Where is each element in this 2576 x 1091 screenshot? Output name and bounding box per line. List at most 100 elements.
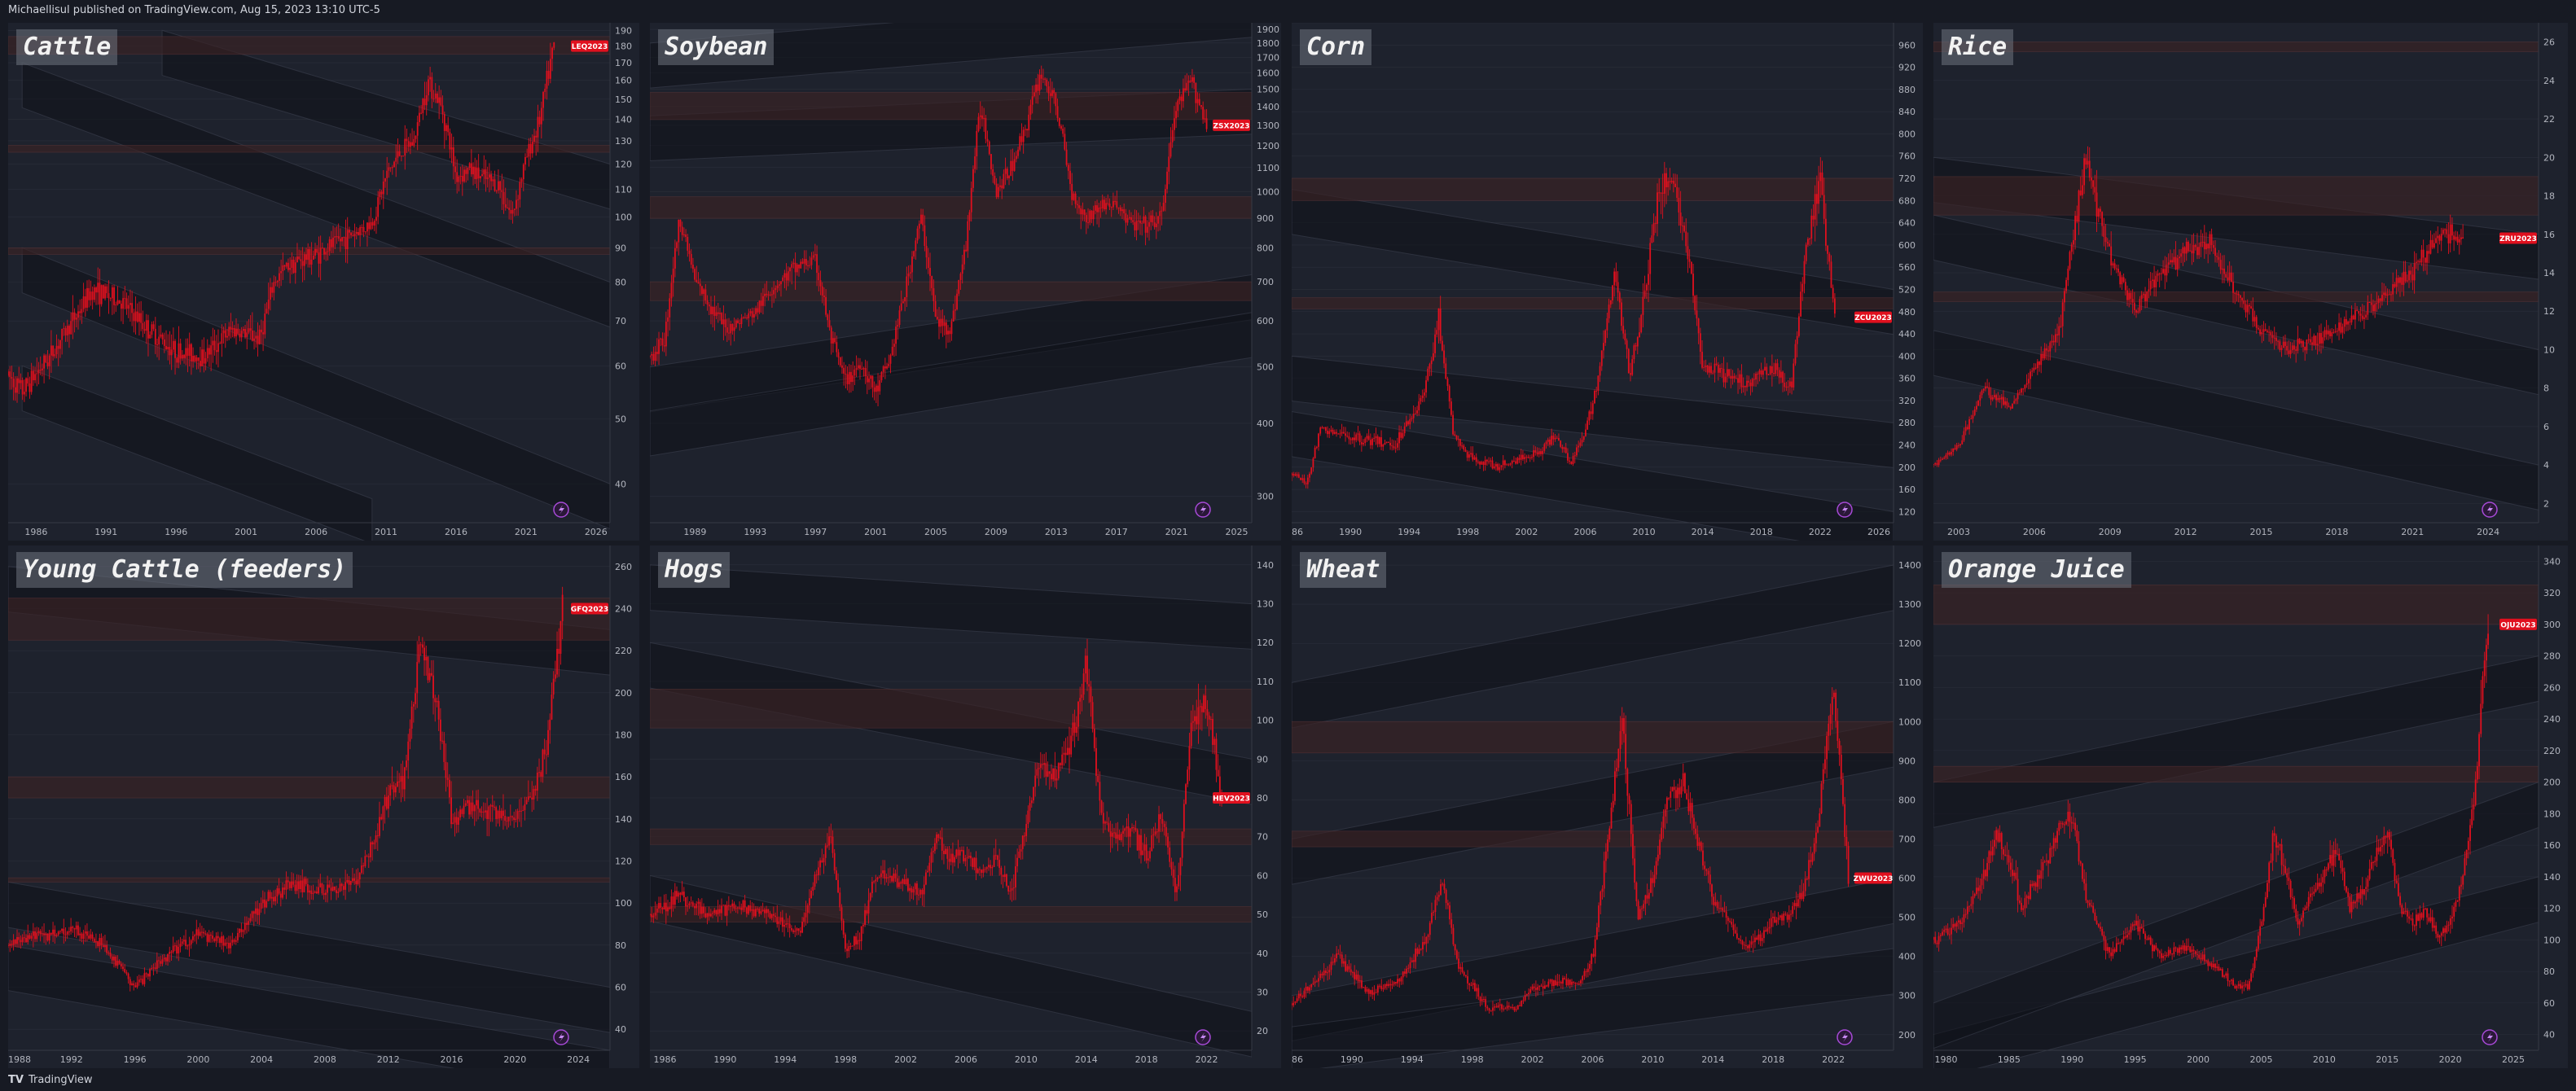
x-axis[interactable]: 86 1990 1994 1998 2002 2006 2010 2014 2018 2022 20… [1292, 522, 1894, 537]
price-zone[interactable] [650, 828, 1253, 845]
lightning-icon[interactable] [1837, 1029, 1853, 1045]
chart-panel-cattle[interactable]: 40 50 60 70 80 90 100 110 120 130 140 150 160 170 180 1… [8, 23, 639, 541]
candle-body [1366, 989, 1368, 992]
trend-channel[interactable] [21, 365, 373, 541]
lightning-icon[interactable] [2482, 502, 2498, 518]
chart-svg-orange-juice[interactable]: 4060801001201401601802002202402602803003… [1933, 546, 2568, 1068]
price-zone[interactable] [8, 598, 611, 641]
price-zone[interactable] [1933, 42, 2539, 52]
chart-panel-orange-juice[interactable]: 40 60 80 100 120 140 160 180 200 220 240 260 280 300 3… [1933, 546, 2568, 1068]
symbol-badge[interactable]: ZWU2023 [1854, 872, 1894, 884]
y-axis[interactable]: 4050607080901001101201301401501601701801… [609, 23, 639, 541]
symbol-badge[interactable]: GFQ2023 [571, 602, 608, 615]
candle-body [2345, 318, 2347, 325]
price-zone[interactable] [1933, 585, 2539, 625]
lightning-icon[interactable] [553, 502, 569, 518]
candle-body [1507, 464, 1510, 466]
candle-body [1073, 722, 1076, 734]
candle-body [1481, 999, 1483, 1001]
price-zone[interactable] [1292, 721, 1894, 754]
candle-body [1117, 834, 1119, 839]
price-zone[interactable] [1292, 297, 1894, 309]
candle-body [30, 370, 33, 392]
x-axis[interactable]: 1989 1993 1997 2001 2005 2009 2013 2017 2021 2025 [650, 522, 1252, 537]
candle-body [2442, 230, 2444, 234]
y-axis[interactable]: 3004005006007008009001000110012001300140… [1251, 23, 1281, 541]
candle-body [760, 911, 762, 914]
candle-body [1749, 382, 1752, 387]
chart-panel-soybean[interactable]: 300 400 500 600 700 800 900 1000 1100 1200 1300 140… [650, 23, 1281, 541]
price-zone[interactable] [650, 196, 1253, 219]
candle-body [1648, 892, 1650, 899]
candle-body [1599, 366, 1601, 376]
price-zone[interactable] [1933, 765, 2539, 783]
x-axis[interactable]: 2003 2006 2009 2012 2015 2018 2021 2024 [1933, 522, 2539, 537]
trend-channel[interactable] [8, 944, 611, 1068]
candle-body [1760, 370, 1762, 375]
chart-panel-wheat[interactable]: 200 300 400 500 600 700 800 900 1000 1100 1200 1300… [1292, 546, 1923, 1068]
price-zone[interactable] [1292, 177, 1894, 201]
candle-body [415, 135, 417, 139]
y-axis-bg[interactable] [610, 546, 639, 1068]
lightning-icon[interactable] [553, 1029, 569, 1045]
price-zone[interactable] [1933, 176, 2539, 216]
y-axis-bg[interactable] [1894, 546, 1923, 1068]
candle-body [731, 323, 734, 331]
chart-svg-soybean[interactable]: 3004005006007008009001000110012001300140… [650, 23, 1281, 541]
price-zone[interactable] [1933, 291, 2539, 302]
price-zone[interactable] [8, 247, 611, 255]
chart-svg-wheat[interactable]: 2003004005006007008009001000110012001300… [1292, 546, 1923, 1068]
x-axis[interactable]: 86 1990 1994 1998 2002 2006 2010 2014 2018 2022 [1292, 1049, 1894, 1065]
candle-body [1080, 208, 1082, 215]
chart-panel-corn[interactable]: 120 160 200 240 280 320 360 400 440 480 520 560 600 6… [1292, 23, 1923, 541]
y-axis-bg[interactable] [1252, 23, 1281, 541]
chart-panel-hogs[interactable]: 20 30 40 50 60 70 80 90 100 110 120 130 140 1986 1990 1… [650, 546, 1281, 1068]
y-axis-bg[interactable] [1894, 23, 1923, 541]
symbol-badge[interactable]: ZCU2023 [1854, 311, 1892, 323]
symbol-badge[interactable]: HEV2023 [1213, 792, 1250, 804]
y-tick-label: 80 [1257, 793, 1268, 804]
y-axis[interactable]: 2003004005006007008009001000110012001300… [1893, 546, 1923, 1068]
chart-panel-rice[interactable]: 2 4 6 8 10 12 14 16 18 20 22 24 26 2003 2006 2009 2012 20… [1933, 23, 2568, 541]
price-zone[interactable] [650, 281, 1253, 301]
candle-body [1957, 445, 1959, 446]
price-zone[interactable] [8, 145, 611, 153]
y-axis-bg[interactable] [610, 23, 639, 541]
price-zone[interactable] [8, 877, 611, 883]
price-zone[interactable] [650, 689, 1253, 729]
chart-svg-corn[interactable]: 1201602002402803203604004404805205606006… [1292, 23, 1923, 541]
y-axis-bg[interactable] [2539, 23, 2568, 541]
x-axis[interactable]: 1986 1990 1994 1998 2002 2006 2010 2014 2018 2022 [650, 1049, 1252, 1065]
candle-body [1120, 833, 1122, 840]
price-zone[interactable] [650, 92, 1253, 120]
price-zone[interactable] [1292, 830, 1894, 848]
x-axis[interactable]: 1988 1992 1996 2000 2004 2008 2012 2016 2020 2024 [8, 1049, 610, 1065]
candle-body [18, 378, 20, 383]
price-zone[interactable] [8, 776, 611, 799]
candle-body [1416, 949, 1419, 954]
trend-channel[interactable] [1292, 411, 1894, 541]
candle-body [1680, 786, 1683, 795]
symbol-badge[interactable]: ZSX2023 [1213, 119, 1250, 131]
lightning-icon[interactable] [1195, 1029, 1211, 1045]
symbol-badge[interactable]: LEQ2023 [571, 40, 608, 52]
candle-body [1642, 296, 1644, 315]
chart-panel-feeders[interactable]: 40 60 80 100 120 140 160 180 200 220 240 260 1988 199… [8, 546, 639, 1068]
candle-body [2298, 339, 2301, 344]
lightning-icon[interactable] [1195, 502, 1211, 518]
symbol-badge[interactable]: ZRU2023 [2499, 232, 2537, 244]
y-axis-bg[interactable] [1252, 546, 1281, 1068]
lightning-icon[interactable] [1837, 502, 1853, 518]
candle-body [1486, 459, 1488, 462]
chart-svg-cattle[interactable]: 4050607080901001101201301401501601701801… [8, 23, 639, 541]
candle-body [936, 834, 938, 843]
price-zone[interactable] [650, 906, 1253, 923]
x-axis[interactable]: 1986 1991 1996 2001 2006 2011 2016 2021 2026 [8, 522, 610, 537]
y-axis[interactable]: 1201602002402803203604004404805205606006… [1893, 23, 1923, 541]
